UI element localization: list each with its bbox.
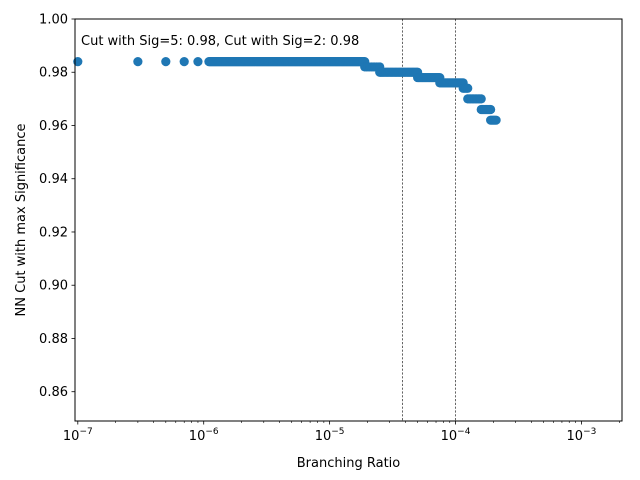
y-tick-label: 0.90 [39, 279, 68, 294]
data-point [179, 56, 189, 67]
y-tick-label: 0.96 [39, 119, 68, 134]
y-tick-label: 0.86 [39, 385, 68, 400]
y-tick-label: 0.98 [39, 66, 68, 81]
data-point [476, 94, 486, 104]
data-point [486, 104, 496, 115]
data-point [73, 56, 83, 67]
y-axis-label: NN Cut with max Significance [14, 124, 29, 317]
reference-lines [402, 19, 456, 421]
x-tick-label: 10−3 [567, 427, 597, 444]
y-tick-label: 1.00 [39, 13, 68, 28]
x-tick-label: 10−7 [63, 427, 93, 444]
x-axis-label: Branching Ratio [297, 456, 401, 471]
x-tick-label: 10−4 [441, 427, 471, 444]
data-point [491, 115, 501, 125]
data-point [193, 56, 203, 67]
y-tick-label: 0.94 [39, 172, 68, 187]
x-axis-ticks: 10−7 10−6 10−5 10−4 10−3 [63, 421, 620, 444]
x-tick-label: 10−5 [315, 427, 345, 444]
data-points [73, 56, 501, 125]
x-tick-label: 10−6 [189, 427, 219, 444]
significance-annotation: Cut with Sig=5: 0.98, Cut with Sig=2: 0.… [81, 34, 359, 49]
y-tick-label: 0.92 [39, 225, 68, 240]
data-point [133, 56, 143, 67]
plot-area-frame [74, 18, 623, 422]
data-point [463, 83, 473, 93]
data-point [161, 56, 171, 67]
y-axis-ticks: 0.86 0.88 0.90 0.92 0.94 0.96 0.98 1.00 [39, 13, 75, 400]
y-tick-label: 0.88 [39, 332, 68, 347]
